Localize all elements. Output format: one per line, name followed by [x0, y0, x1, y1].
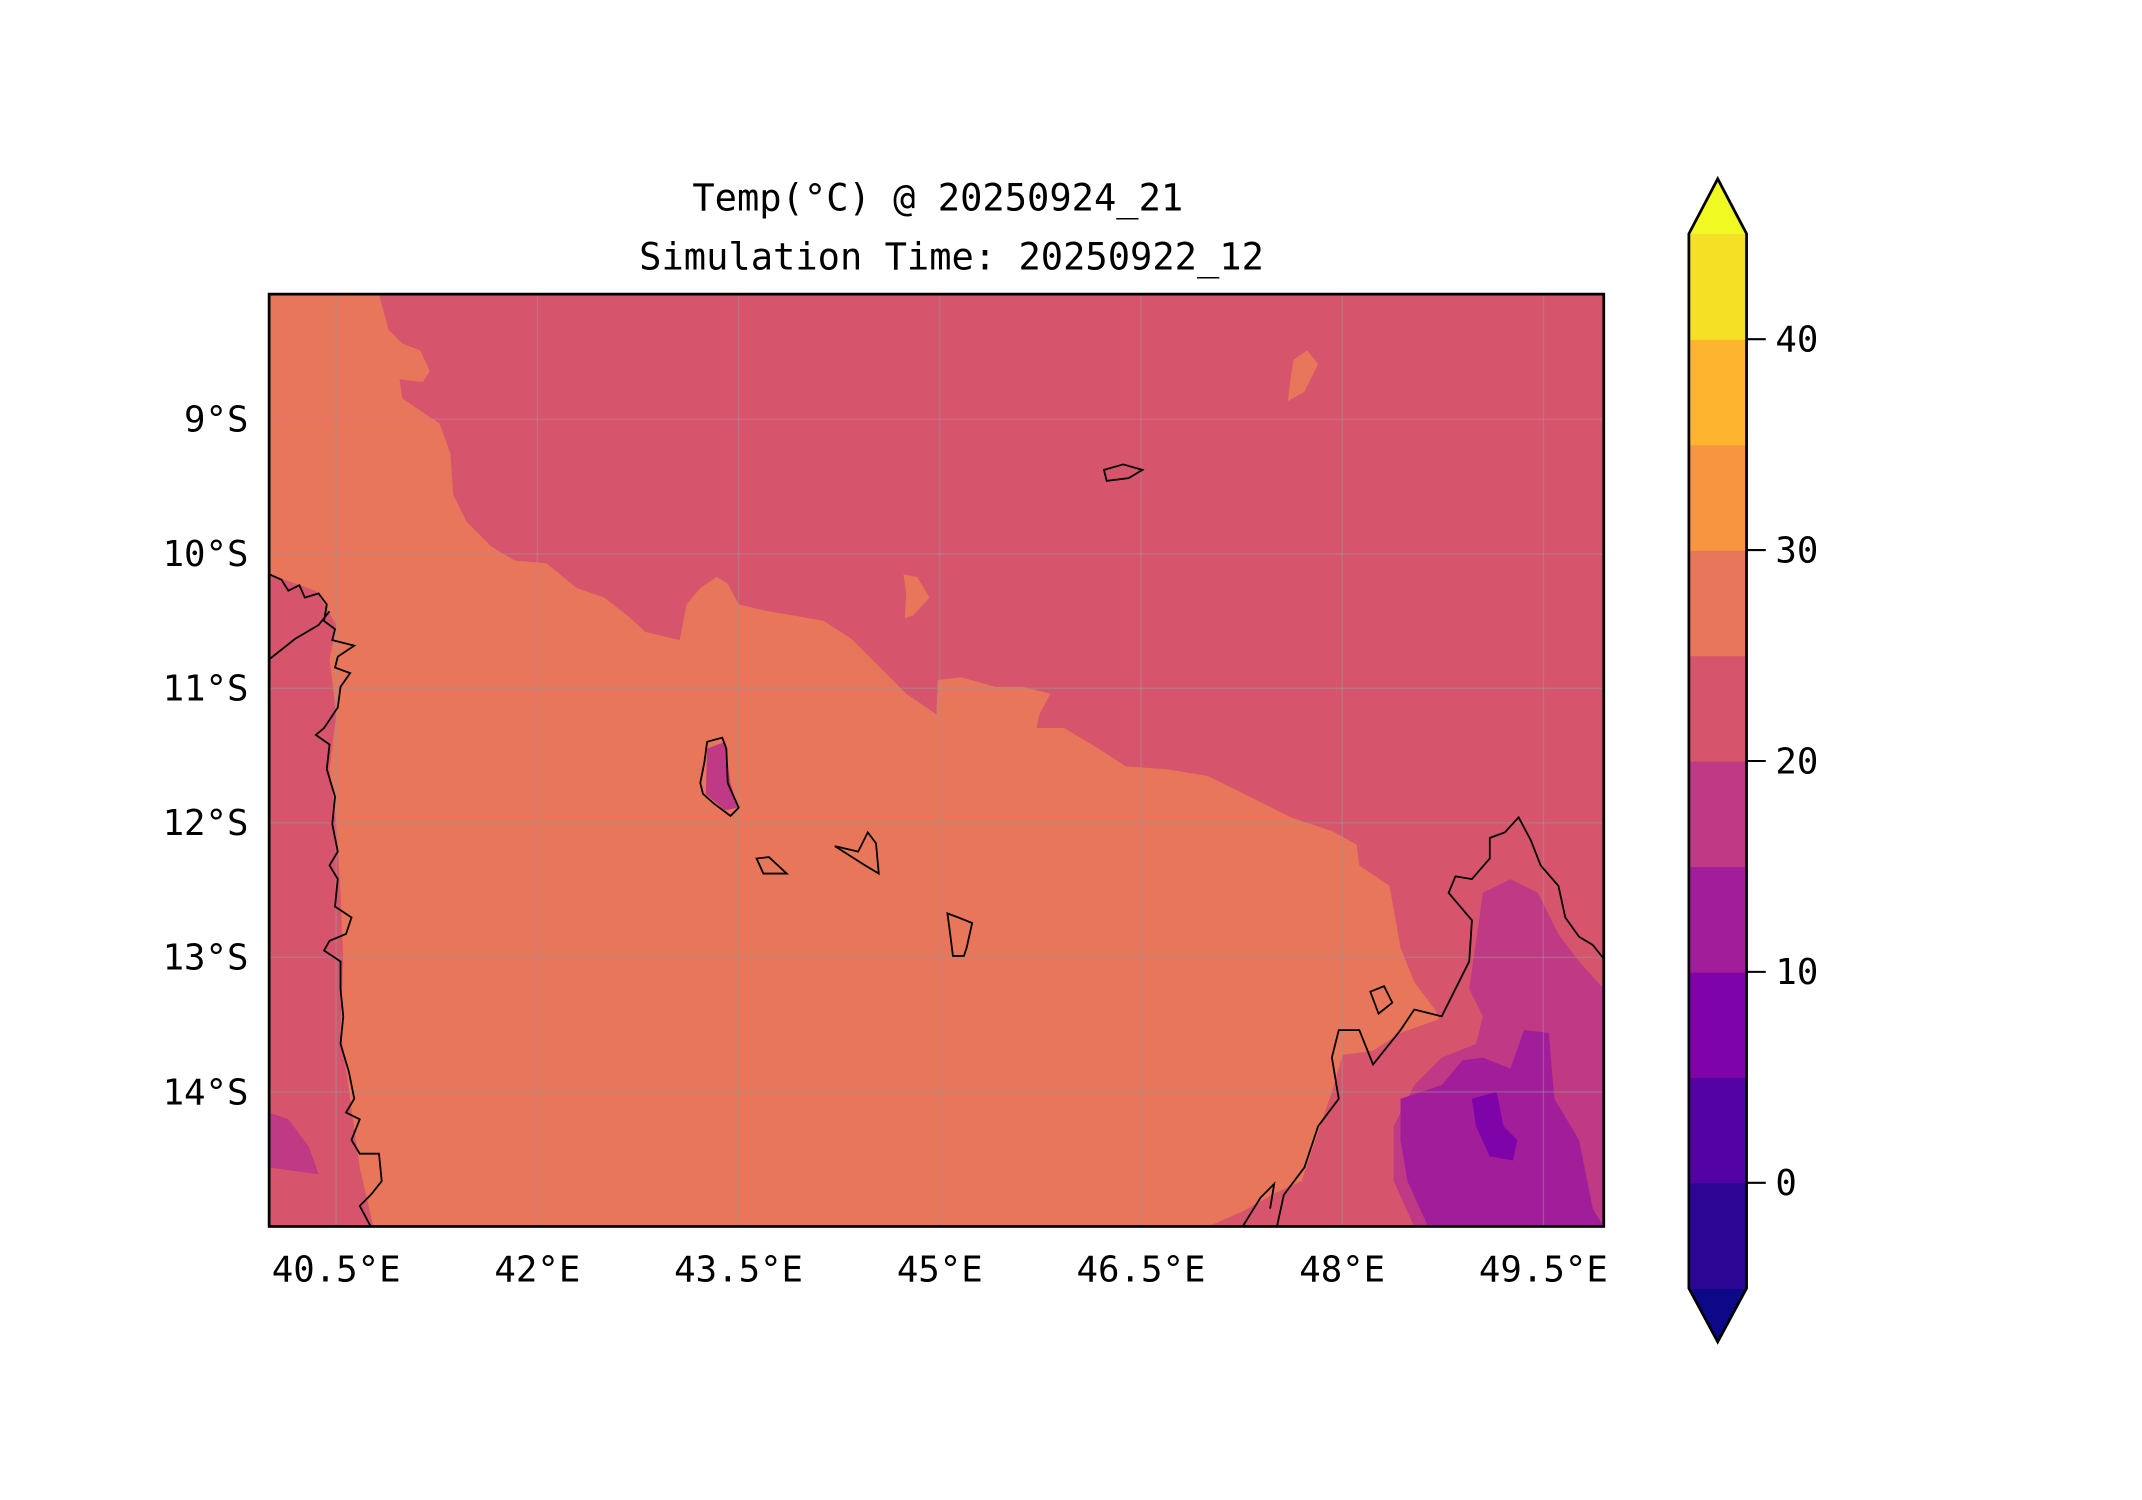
- x-tick-label: 48°E: [1299, 1249, 1385, 1290]
- contour-25-30-region: [269, 294, 1439, 1227]
- colorbar-tick-label: 40: [1775, 320, 1818, 361]
- x-tick-label: 43.5°E: [674, 1249, 803, 1290]
- colorbar-extend-min: [1688, 1288, 1747, 1342]
- contour-15-20-region-west: [269, 1112, 319, 1175]
- y-tick-label: 14°S: [163, 1072, 249, 1113]
- x-tick-label: 46.5°E: [1077, 1249, 1206, 1290]
- coastline-madagascar-west: [1241, 1181, 1276, 1227]
- coastline-africa-inner: [269, 610, 331, 661]
- colorbar-bin: [1688, 444, 1747, 551]
- gridlines: [269, 294, 1604, 1227]
- coastline-moheli: [755, 856, 790, 875]
- colorbar-bin: [1688, 550, 1747, 657]
- coastline-nosy-be: [1369, 985, 1394, 1016]
- contour-15-20-island: [705, 741, 738, 811]
- contour-25-30-patch-center: [903, 574, 930, 619]
- map-frame: [267, 292, 1606, 1228]
- x-tick-label: 40.5°E: [272, 1249, 401, 1290]
- coastline-anjouan: [834, 830, 880, 876]
- colorbar-tick-label: 0: [1775, 1163, 1797, 1204]
- colorbar-bin: [1688, 866, 1747, 973]
- colorbar-bin: [1688, 760, 1747, 868]
- map-area: [269, 294, 1604, 1227]
- x-tick-label: 45°E: [897, 1249, 983, 1290]
- chart-title: Temp(°C) @ 20250924_21: [692, 176, 1183, 220]
- y-tick-label: 13°S: [163, 938, 249, 979]
- colorbar-tick-label: 20: [1775, 741, 1818, 782]
- y-tick-label: 10°S: [163, 534, 249, 575]
- coastlines: [269, 463, 1604, 1227]
- coastline-mayotte: [946, 912, 974, 957]
- y-tick-label: 11°S: [163, 669, 249, 710]
- y-axis: 9°S 10°S 11°S 12°S 13°S 14°S: [163, 400, 249, 1114]
- colorbar-tick-label: 30: [1775, 530, 1818, 571]
- colorbar-bin: [1688, 1077, 1747, 1184]
- coastline-aldabra: [1102, 463, 1145, 482]
- x-tick-label: 49.5°E: [1479, 1249, 1608, 1290]
- contour-25-30-patch-north: [1287, 350, 1319, 402]
- coastline-africa: [269, 573, 383, 1227]
- colorbar-bin: [1688, 339, 1747, 446]
- colorbar: 0 10 20 30 40: [1687, 175, 1818, 1345]
- colorbar-bin: [1688, 1182, 1747, 1289]
- x-axis: 40.5°E 42°E 43.5°E 45°E 46.5°E 48°E 49.5°E: [272, 1249, 1608, 1290]
- colorbar-extend-max: [1688, 178, 1747, 234]
- coastline-grande-comore: [699, 736, 740, 818]
- y-tick-label: 12°S: [163, 803, 249, 844]
- colorbar-bin: [1688, 233, 1747, 340]
- colorbar-tick-label: 10: [1775, 952, 1818, 993]
- colorbar-bin: [1688, 971, 1747, 1079]
- colorbar-outline: [1687, 175, 1748, 1345]
- chart-subtitle: Simulation Time: 20250922_12: [639, 235, 1264, 279]
- x-tick-label: 42°E: [494, 1249, 580, 1290]
- y-tick-label: 9°S: [184, 400, 248, 441]
- colorbar-bin: [1688, 655, 1747, 762]
- contour-5-10-region: [1471, 1091, 1518, 1161]
- coastline-madagascar: [1276, 815, 1604, 1227]
